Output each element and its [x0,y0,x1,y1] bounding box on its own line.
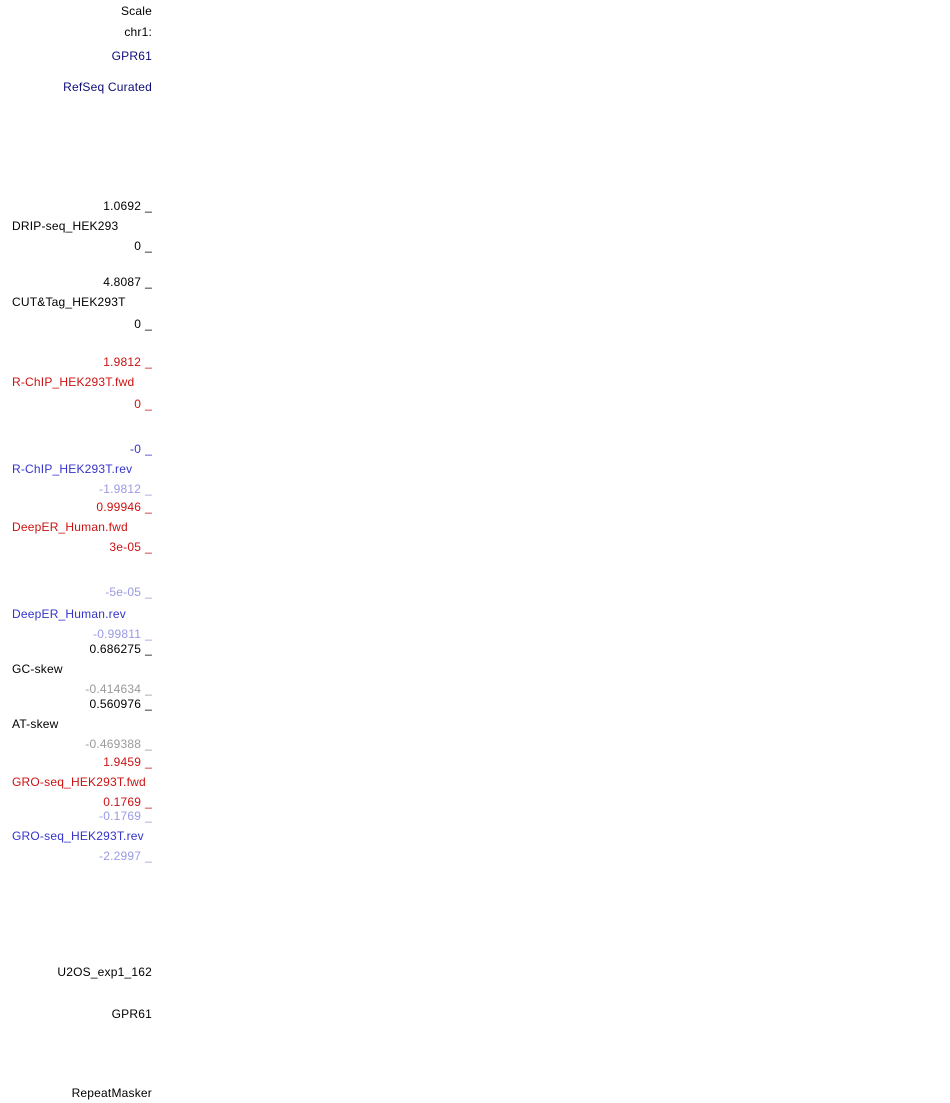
lower-limit-rchip-hek293t-rev: -1.9812 _ [99,482,152,496]
limit-tick: _ [145,442,152,456]
upper-limit-drip-seq-hek293: 1.0692 _ [103,199,152,213]
gene-label-gpr61-bottom[interactable]: GPR61 [111,1007,152,1021]
track-label-cut-tag-hek293t[interactable]: CUT&Tag_HEK293T [12,295,126,309]
track-label-gc-skew[interactable]: GC-skew [12,662,63,676]
scale-label: Scale [120,4,152,18]
refseq-gene-label[interactable]: GPR61 [111,49,152,63]
upper-limit-rchip-hek293t-rev: -0 _ [130,442,152,456]
lower-limit-at-skew: -0.469388 _ [85,737,152,751]
refseq-track-label[interactable]: RefSeq Curated [63,80,152,94]
track-label-gro-seq-hek293t-fwd[interactable]: GRO-seq_HEK293T.fwd [12,775,146,789]
limit-tick: _ [145,355,152,369]
u2os-track-label[interactable]: U2OS_exp1_162 [57,965,152,979]
limit-tick: _ [145,795,152,809]
limit-tick: _ [145,199,152,213]
lower-limit-gro-seq-hek293t-rev: -2.2997 _ [99,849,152,863]
lower-limit-deeper-human-fwd: 3e-05 _ [109,540,152,554]
limit-tick: _ [145,682,152,696]
limit-tick: _ [145,737,152,751]
track-label-deeper-human-rev[interactable]: DeepER_Human.rev [12,607,126,621]
limit-tick: _ [145,849,152,863]
limit-tick: _ [145,317,152,331]
upper-limit-at-skew: 0.560976 _ [89,697,152,711]
upper-limit-cut-tag-hek293t: 4.8087 _ [103,275,152,289]
track-label-at-skew[interactable]: AT-skew [12,717,59,731]
chromosome-position-label: chr1: [124,25,152,39]
upper-limit-gro-seq-hek293t-fwd: 1.9459 _ [103,755,152,769]
upper-limit-deeper-human-rev: -5e-05 _ [105,585,152,599]
limit-tick: _ [145,397,152,411]
limit-tick: _ [145,540,152,554]
track-label-rchip-hek293t-rev[interactable]: R-ChIP_HEK293T.rev [12,462,133,476]
limit-tick: _ [145,482,152,496]
limit-tick: _ [145,697,152,711]
lower-limit-cut-tag-hek293t: 0 _ [134,317,152,331]
limit-tick: _ [145,755,152,769]
limit-tick: _ [145,642,152,656]
repeatmasker-track-label[interactable]: RepeatMasker [71,1086,152,1100]
limit-tick: _ [145,809,152,823]
limit-tick: _ [145,585,152,599]
lower-limit-gro-seq-hek293t-fwd: 0.1769 _ [103,795,152,809]
limit-tick: _ [145,239,152,253]
track-label-drip-seq-hek293[interactable]: DRIP-seq_HEK293 [12,219,119,233]
lower-limit-deeper-human-rev: -0.99811 _ [93,627,152,641]
limit-tick: _ [145,500,152,514]
track-label-gro-seq-hek293t-rev[interactable]: GRO-seq_HEK293T.rev [12,829,144,843]
lower-limit-drip-seq-hek293: 0 _ [134,239,152,253]
upper-limit-gro-seq-hek293t-rev: -0.1769 _ [99,809,152,823]
limit-tick: _ [145,275,152,289]
upper-limit-deeper-human-fwd: 0.99946 _ [96,500,152,514]
upper-limit-gc-skew: 0.686275 _ [89,642,152,656]
track-display-area[interactable] [153,0,950,1103]
track-label-deeper-human-fwd[interactable]: DeepER_Human.fwd [12,520,128,534]
track-label-rchip-hek293t-fwd[interactable]: R-ChIP_HEK293T.fwd [12,375,135,389]
lower-limit-rchip-hek293t-fwd: 0 _ [134,397,152,411]
lower-limit-gc-skew: -0.414634 _ [85,682,152,696]
upper-limit-rchip-hek293t-fwd: 1.9812 _ [103,355,152,369]
limit-tick: _ [145,627,152,641]
